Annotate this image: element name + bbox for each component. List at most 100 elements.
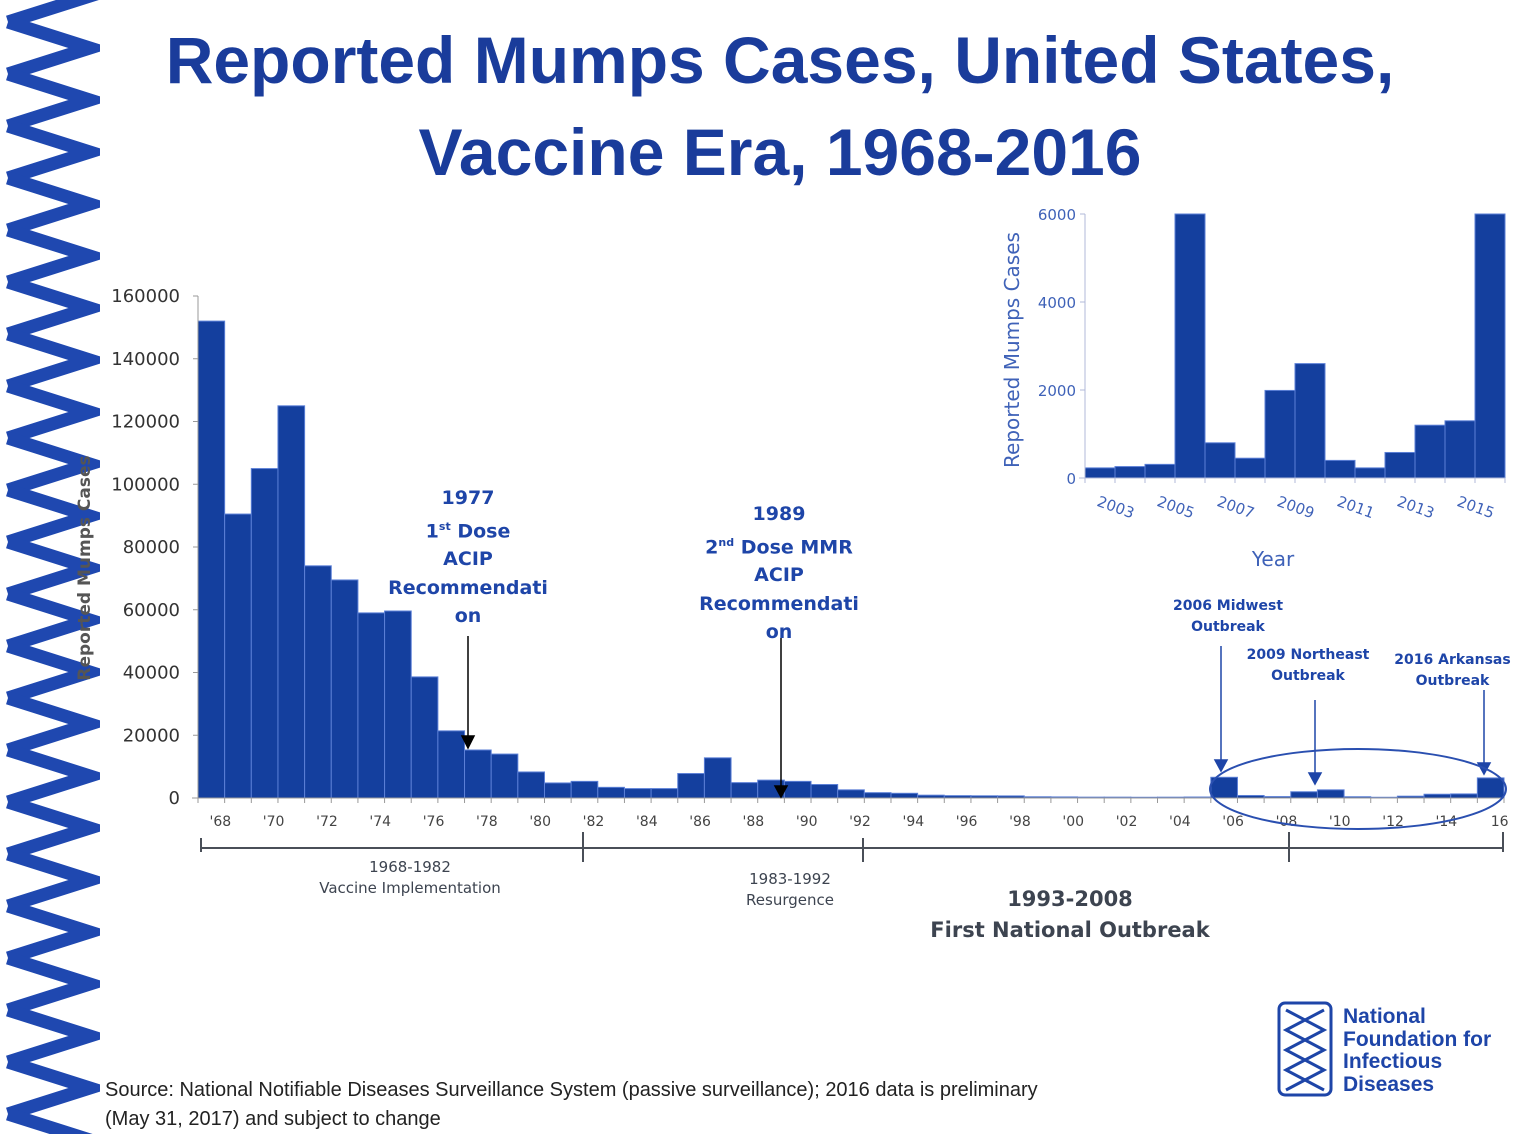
bar-1969 [224, 513, 252, 799]
y-tick-label: 140000 [111, 349, 180, 370]
x-tick-label: '68 [209, 814, 231, 830]
x-tick-label: '70 [263, 814, 285, 830]
chevron-decoration [6, 15, 100, 81]
nfid-logo-icon [1277, 1001, 1333, 1097]
period-1993-2008: 1993-2008 First National Outbreak [930, 887, 1210, 942]
annotation-midwest: 2006 Midwest Outbreak [1172, 598, 1284, 635]
x-tick-label: '06 [1222, 814, 1244, 830]
chevron-decoration [6, 67, 100, 133]
annotation-line: on [454, 605, 482, 628]
x-tick-label: 2013 [1395, 492, 1437, 522]
chevron-decoration [6, 379, 100, 445]
x-tick-label: 16 [1491, 814, 1509, 830]
bar-2015 [1444, 420, 1476, 479]
bar-1968 [197, 320, 226, 799]
main-y-axis-label: Reported Mumps Cases [75, 455, 95, 680]
annotation-line: ACIP [443, 548, 493, 571]
x-tick-label: '72 [316, 814, 338, 830]
x-tick-label: '00 [1062, 814, 1084, 830]
annotation-arkansas: 2016 Arkansas Outbreak [1394, 652, 1511, 689]
y-tick-label: 0 [1066, 470, 1076, 488]
x-tick-label: '82 [583, 814, 605, 830]
bar-1983 [597, 786, 625, 799]
bar-2007 [1204, 442, 1236, 479]
chevron-decoration [6, 691, 100, 757]
period-1983-1992: 1983-1992 Resurgence [746, 870, 834, 909]
bar-1992 [837, 789, 865, 799]
bar-1991 [810, 784, 839, 799]
chevron-decoration [6, 743, 100, 809]
x-tick-label: 2009 [1275, 492, 1317, 522]
x-tick-label: '96 [956, 814, 978, 830]
x-tick-label: '08 [1276, 814, 1298, 830]
annotation-dose: 1st Dose [425, 519, 511, 542]
bar-1971 [277, 405, 306, 799]
chevron-decoration [6, 483, 100, 549]
bar-1980 [517, 771, 545, 799]
nfid-logo-text: National Foundation for Infectious Diseases [1343, 1005, 1492, 1096]
y-tick-label: 6000 [1038, 206, 1076, 224]
x-tick-label: '02 [1116, 814, 1138, 830]
bar-1986 [677, 773, 705, 799]
bar-1987 [703, 757, 732, 799]
bar-2016 [1476, 777, 1505, 799]
chevron-decoration [6, 587, 100, 653]
bar-1976 [410, 676, 439, 799]
chevron-decoration [6, 951, 100, 1017]
bar-1978 [464, 749, 492, 799]
annotation-line: ACIP [754, 564, 804, 587]
annotation-arrows [460, 636, 789, 799]
annotation-dose: 2nd Dose MMR [705, 535, 853, 558]
chevron-decoration [6, 639, 100, 705]
chevron-decoration [6, 171, 100, 237]
x-tick-label: '80 [529, 814, 551, 830]
bar-2011 [1324, 459, 1356, 479]
y-tick-label: 4000 [1038, 294, 1076, 312]
bar-2004 [1114, 466, 1146, 479]
bar-2015 [1450, 793, 1478, 799]
chevron-decoration [6, 1055, 100, 1121]
bar-1993 [863, 792, 892, 799]
y-tick-label: 160000 [111, 286, 180, 307]
x-tick-label: '10 [1329, 814, 1351, 830]
bar-2005 [1144, 463, 1176, 479]
bar-2010 [1294, 363, 1326, 479]
x-tick-label: '76 [423, 814, 445, 830]
chevron-decoration [6, 327, 100, 393]
x-tick-label: 2007 [1215, 492, 1257, 522]
bar-2009 [1290, 791, 1318, 799]
y-tick-label: 40000 [123, 663, 180, 684]
bar-1972 [304, 565, 332, 799]
x-tick-label: '92 [849, 814, 871, 830]
chevron-decoration [6, 431, 100, 497]
annotation-northeast: 2009 Northeast Outbreak [1246, 647, 1370, 684]
x-tick-label: 2003 [1095, 492, 1137, 522]
bar-2009 [1264, 389, 1296, 479]
bar-1979 [490, 753, 519, 799]
inset-y-axis-label: Reported Mumps Cases [1000, 232, 1024, 468]
chevron-decoration [6, 275, 100, 341]
x-tick-label: '78 [476, 814, 498, 830]
bar-1994 [890, 792, 919, 799]
x-tick-label: '86 [689, 814, 711, 830]
x-tick-label: '90 [796, 814, 818, 830]
bar-1981 [543, 782, 572, 799]
chevron-decoration [6, 223, 100, 289]
chevron-decoration [6, 0, 99, 29]
chevron-decoration [6, 847, 100, 913]
bar-1977 [437, 730, 466, 799]
y-tick-label: 20000 [123, 725, 180, 746]
bar-1975 [384, 610, 412, 799]
bar-2010 [1316, 789, 1345, 799]
x-tick-label: '04 [1169, 814, 1191, 830]
bar-2006 [1210, 776, 1238, 799]
x-tick-label: 2015 [1455, 492, 1497, 522]
bar-2014 [1414, 424, 1446, 479]
bar-2008 [1234, 457, 1266, 479]
recent-outbreaks-ellipse [1209, 748, 1507, 830]
period-1968-1982: 1968-1982 Vaccine Implementation [319, 858, 501, 897]
bar-1974 [357, 612, 386, 799]
chevron-decoration [6, 1003, 100, 1069]
y-tick-label: 2000 [1038, 382, 1076, 400]
